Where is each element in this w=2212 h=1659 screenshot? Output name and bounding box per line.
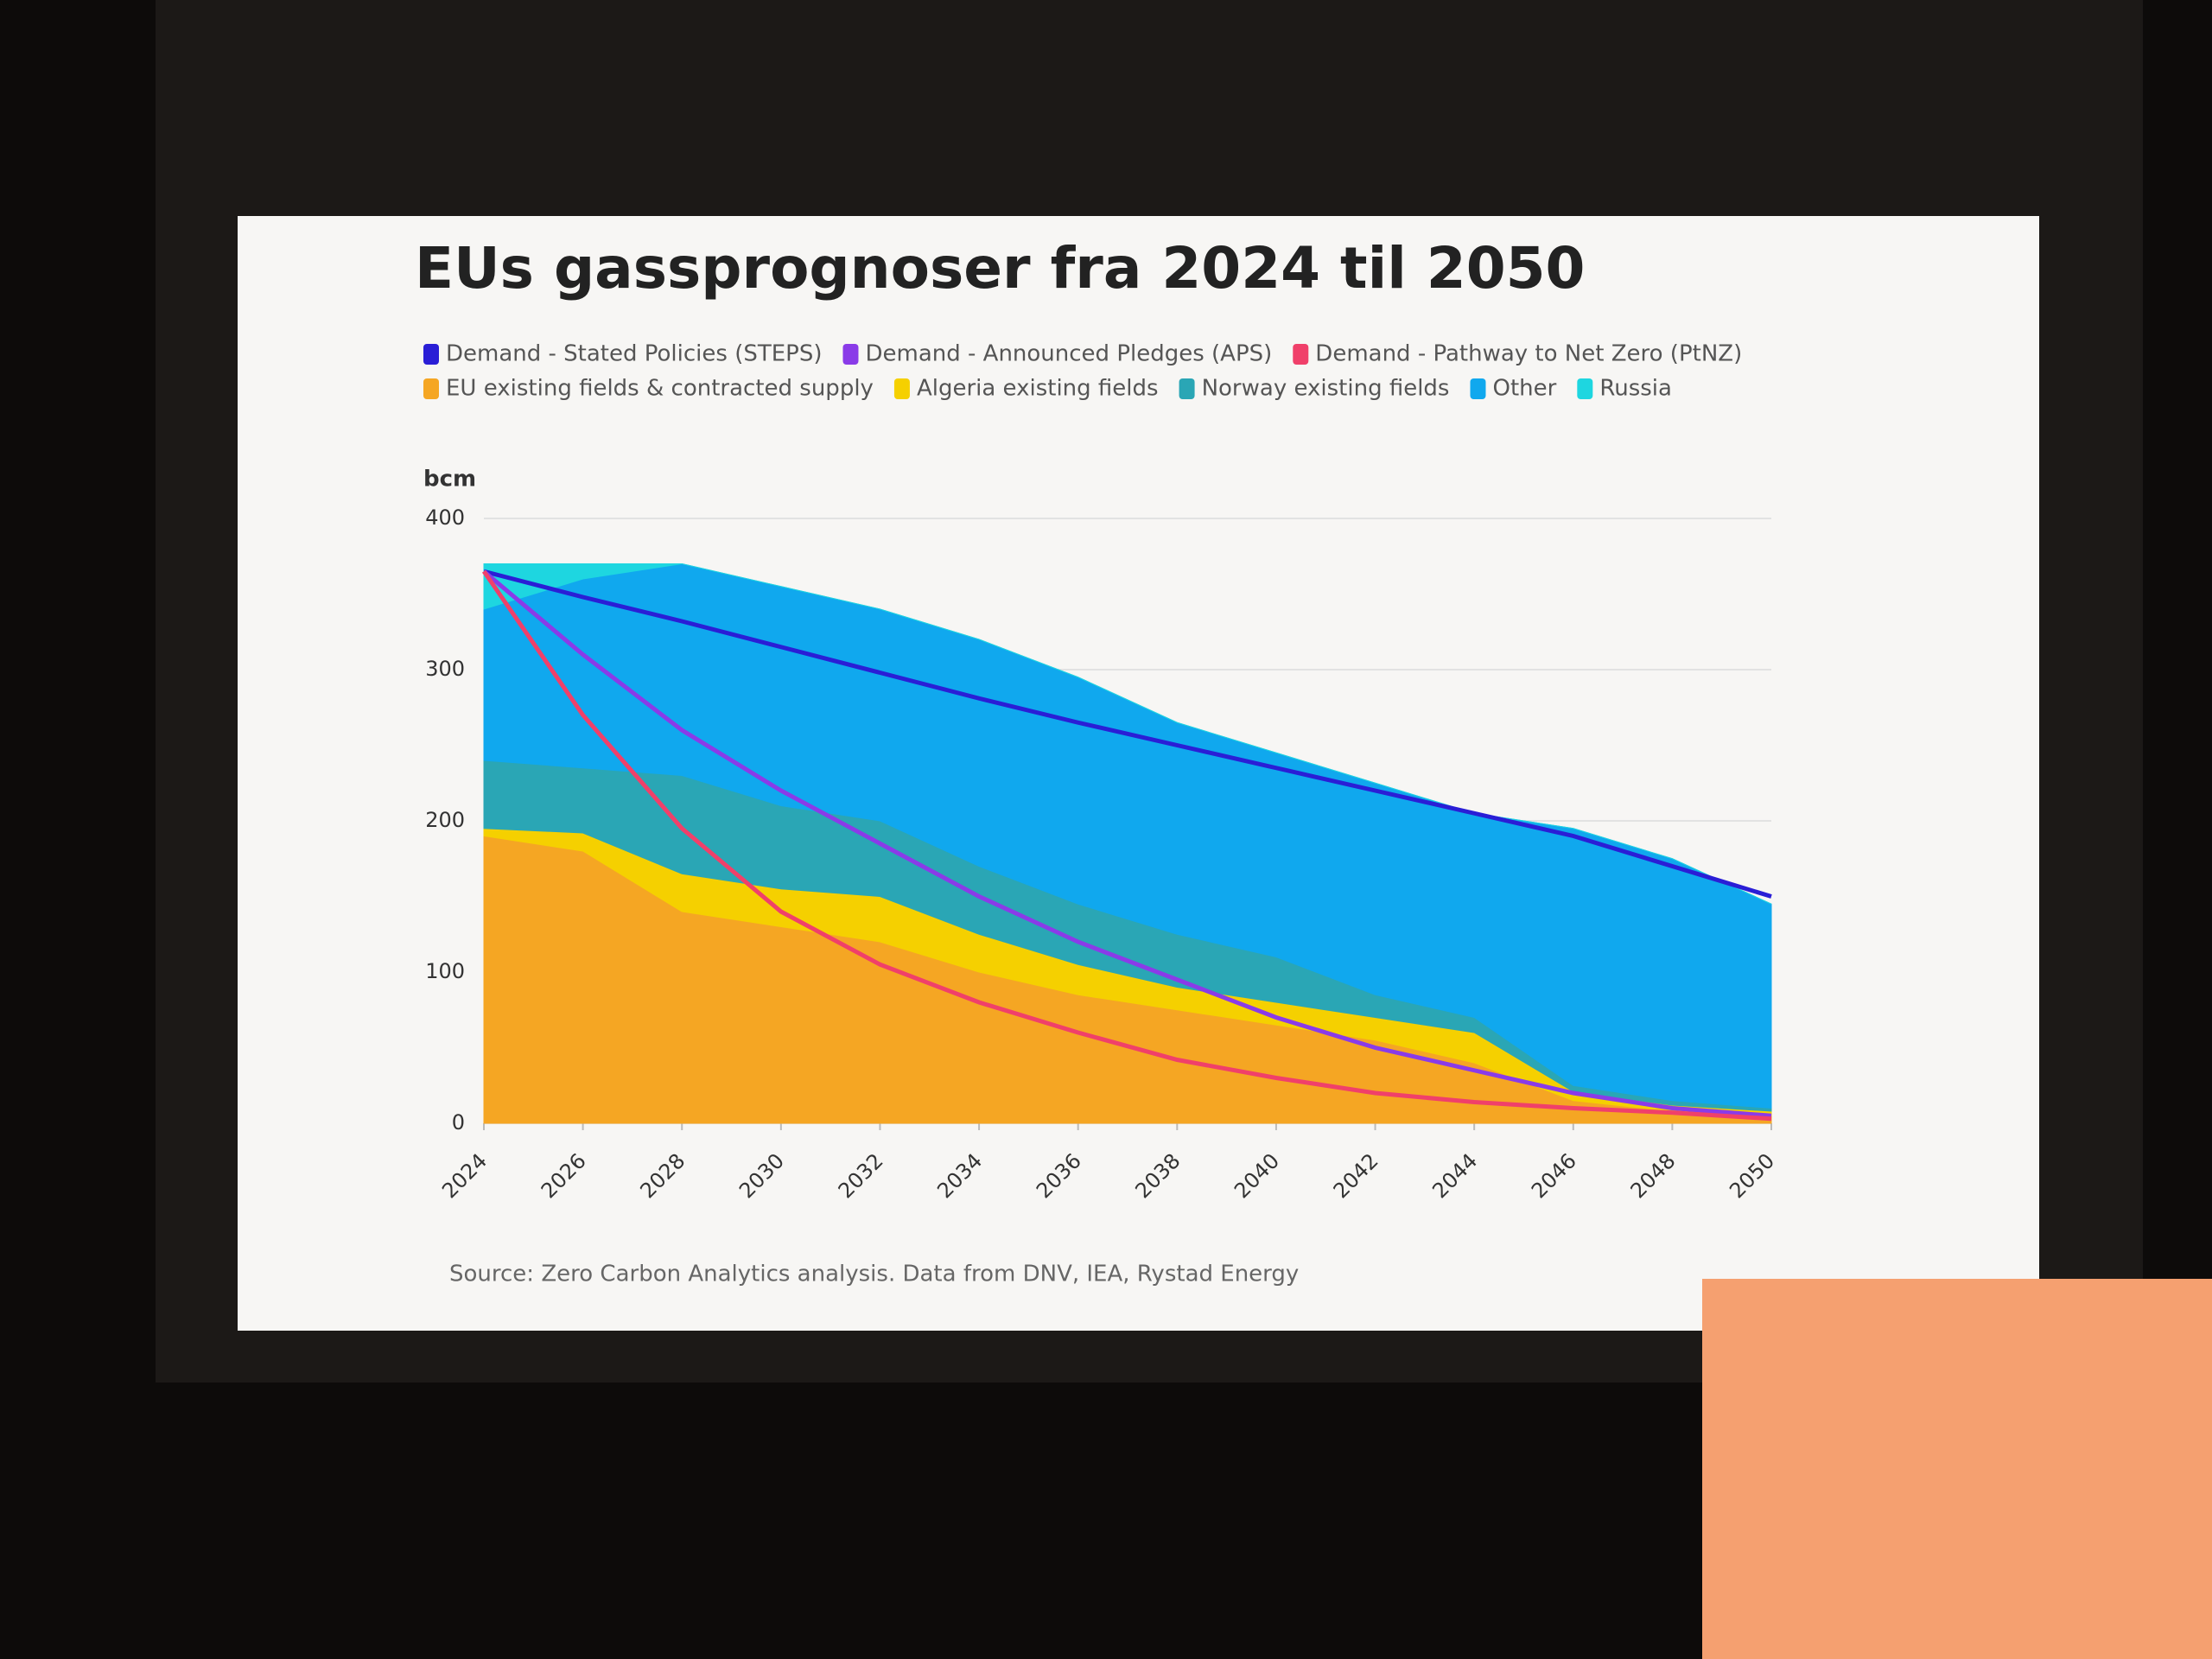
legend: Demand - Stated Policies (STEPS) Demand -… [423, 341, 1742, 402]
legend-swatch [423, 378, 439, 399]
legend-label: Demand - Stated Policies (STEPS) [446, 341, 822, 367]
chart-title: EUs gassprognoser fra 2024 til 2050 [415, 235, 1585, 302]
legend-swatch [1470, 378, 1486, 399]
line [482, 569, 1772, 1118]
legend-swatch [893, 378, 910, 399]
legend-swatch [1577, 378, 1593, 399]
whiteboard [1702, 1279, 2212, 1659]
legend-swatch [842, 344, 859, 365]
source-note: Source: Zero Carbon Analytics analysis. … [449, 1262, 1299, 1287]
y-axis-label: bcm [423, 467, 476, 493]
y-tick-label: 100 [425, 959, 465, 983]
legend-swatch [1179, 378, 1195, 399]
y-tick-label: 400 [425, 505, 465, 530]
line [481, 569, 1772, 1122]
legend-label: Norway existing fields [1202, 376, 1450, 402]
y-tick-label: 300 [425, 657, 465, 681]
legend-label: Other [1492, 376, 1556, 402]
legend-swatch [1293, 344, 1309, 365]
line [483, 569, 1772, 899]
y-tick-label: 0 [452, 1110, 465, 1135]
y-tick-label: 200 [425, 808, 465, 832]
legend-label: Russia [1599, 376, 1672, 402]
legend-label: Algeria existing fields [917, 376, 1159, 402]
legend-label: EU existing fields & contracted supply [446, 376, 874, 402]
legend-label: Demand - Pathway to Net Zero (PtNZ) [1315, 341, 1742, 367]
legend-swatch [423, 344, 439, 365]
legend-label: Demand - Announced Pledges (APS) [865, 341, 1272, 367]
